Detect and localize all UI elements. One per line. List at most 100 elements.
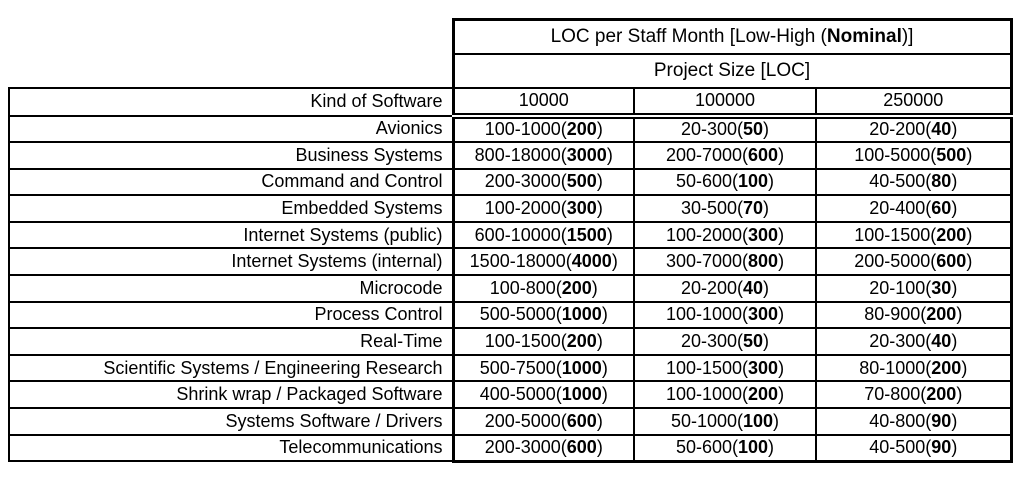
paren-close: ) (951, 119, 958, 140)
row-label: Telecommunications (8, 433, 454, 463)
row-label: Avionics (8, 114, 454, 144)
title-prefix: LOC per Staff Month [Low-High ( (550, 25, 827, 47)
nominal-value: 80 (931, 171, 952, 192)
paren-open: ( (920, 384, 927, 405)
nominal-value: 300 (748, 224, 779, 245)
paren-open: ( (742, 304, 749, 325)
table-row: Real-Time 100-1500(200) 20-300(50) 20-300(4… (8, 327, 1013, 356)
paren-open: ( (742, 144, 749, 165)
nominal-value: 600 (566, 437, 597, 458)
loc-range-cell: 20-300(40) (814, 327, 1013, 356)
paren-open: ( (737, 198, 744, 219)
paren-open: ( (925, 410, 932, 431)
loc-range-cell: 200-3000(500) (451, 167, 635, 197)
loc-range-cell: 100-1500(300) (633, 353, 817, 383)
loc-range: 40-800 (869, 410, 926, 431)
table-row: Process Control 500-5000(1000) 100-1000(30… (8, 300, 1013, 330)
loc-range-cell: 20-200(40) (814, 114, 1013, 144)
paren-close: ) (596, 331, 603, 352)
paren-open: ( (560, 144, 567, 165)
row-label: Real-Time (8, 327, 454, 356)
title-suffix: )] (901, 25, 914, 47)
paren-close: ) (956, 384, 963, 405)
paren-close: ) (951, 331, 958, 352)
row-label: Systems Software / Drivers (8, 407, 454, 436)
paren-close: ) (778, 384, 785, 405)
loc-range: 500-7500 (479, 357, 556, 378)
loc-range: 40-500 (869, 171, 926, 192)
table-row: Shrink wrap / Packaged Software 400-5000 (… (8, 380, 1013, 410)
paren-close: ) (596, 171, 603, 192)
nominal-value: 200 (931, 357, 962, 378)
loc-range: 100-1500 (665, 357, 743, 378)
nominal-value: 1500 (566, 224, 607, 245)
paren-open: ( (742, 251, 749, 272)
loc-range: 20-300 (680, 119, 738, 140)
loc-range-cell: 20-200(40) (633, 274, 817, 303)
paren-close: ) (778, 304, 785, 325)
paren-close: ) (956, 304, 963, 325)
paren-open: ( (560, 437, 567, 458)
loc-range: 200-3000 (484, 171, 561, 192)
table-body: LOC per Staff Month [Low-High (Nominal)]… (8, 18, 1013, 463)
loc-range: 400-5000 (479, 384, 556, 405)
paren-open: ( (560, 331, 567, 352)
size-header-10000: 10000 (451, 86, 635, 119)
loc-range-cell: 500-7500(1000) (451, 353, 635, 383)
loc-range: 100-2000 (665, 224, 743, 245)
nominal-value: 70 (743, 198, 764, 219)
paren-open: ( (925, 437, 932, 458)
loc-range: 200-5000 (854, 251, 931, 272)
nominal-value: 200 (561, 277, 592, 298)
loc-range-cell: 50-1000(100) (633, 407, 817, 436)
loc-range-cell: 500-5000(1000) (451, 300, 635, 330)
loc-range: 20-300 (680, 331, 738, 352)
paren-close: ) (951, 277, 958, 298)
table-row: Business Systems 800-18000(3000) 200-7000(… (8, 141, 1013, 170)
row-label: Shrink wrap / Packaged Software (8, 380, 454, 410)
table-title-row: LOC per Staff Month [Low-High (Nominal)] (9, 18, 1013, 55)
loc-range-cell: 100-1000(300) (633, 300, 817, 330)
nominal-value: 600 (748, 144, 779, 165)
paren-open: ( (742, 384, 749, 405)
row-label: Process Control (8, 300, 454, 330)
paren-close: ) (773, 410, 780, 431)
nominal-value: 90 (931, 410, 952, 431)
nominal-value: 300 (748, 357, 779, 378)
nominal-value: 200 (926, 384, 957, 405)
loc-range-cell: 20-100(30) (814, 274, 1013, 303)
loc-range: 80-900 (864, 304, 921, 325)
loc-range: 50-1000 (670, 410, 737, 431)
paren-open: ( (925, 331, 932, 352)
paren-close: ) (768, 437, 775, 458)
nominal-value: 100 (743, 410, 774, 431)
paren-open: ( (925, 198, 932, 219)
paren-open: ( (555, 357, 562, 378)
paren-close: ) (611, 251, 618, 272)
corner-blank-middle (9, 54, 453, 88)
row-label: Embedded Systems (8, 194, 454, 223)
nominal-value: 500 (566, 171, 597, 192)
loc-range: 100-1500 (854, 224, 931, 245)
loc-range-cell: 20-300(50) (633, 327, 817, 356)
loc-range: 100-2000 (484, 198, 561, 219)
nominal-value: 40 (743, 277, 764, 298)
paren-close: ) (778, 357, 785, 378)
paren-close: ) (596, 437, 603, 458)
row-label: Internet Systems (internal) (8, 247, 454, 277)
project-size-header: Project Size [LOC] (451, 52, 1013, 89)
loc-range-cell: 100-1500(200) (451, 327, 635, 356)
nominal-value: 30 (931, 277, 952, 298)
paren-close: ) (951, 437, 958, 458)
paren-close: ) (778, 224, 785, 245)
paren-close: ) (768, 171, 775, 192)
loc-productivity-table: LOC per Staff Month [Low-High (Nominal)]… (8, 18, 1013, 463)
loc-range: 50-600 (675, 171, 732, 192)
paren-close: ) (966, 251, 973, 272)
loc-range-cell: 200-5000(600) (814, 247, 1013, 277)
nominal-value: 300 (748, 304, 779, 325)
loc-range-cell: 200-7000(600) (633, 141, 817, 170)
paren-open: ( (930, 144, 937, 165)
nominal-value: 800 (748, 251, 779, 272)
nominal-value: 100 (738, 437, 769, 458)
